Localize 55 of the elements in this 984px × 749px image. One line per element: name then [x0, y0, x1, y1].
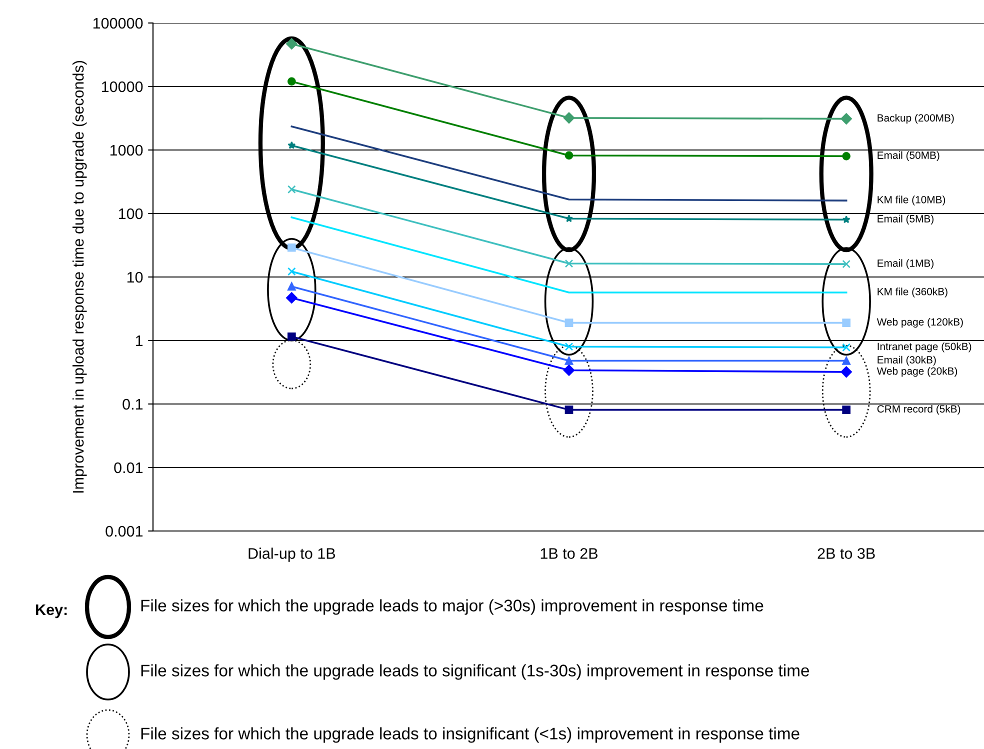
- point: [563, 364, 575, 376]
- text: KM file (10MB): [878, 196, 946, 206]
- point: [564, 406, 574, 414]
- x-tick-label: 2B to 3B: [818, 548, 875, 559]
- text: Email (30kB): [878, 356, 936, 366]
- text: Intranet page (50kB): [878, 342, 972, 352]
- text: Email (5MB): [878, 214, 934, 225]
- y-axis-title: Improvement in upload response time due to upgrade (seconds): [72, 60, 87, 493]
- point: [288, 77, 296, 86]
- point: [286, 38, 298, 50]
- point: [288, 332, 296, 341]
- y-tick-label: 0.1: [122, 398, 143, 410]
- point: [286, 292, 298, 304]
- point: [842, 343, 850, 352]
- point: [842, 406, 850, 414]
- text: KM file (360kB): [878, 288, 948, 298]
- text: Email (50MB): [878, 151, 940, 162]
- point: [840, 113, 852, 124]
- point: [564, 318, 574, 327]
- y-tick-label: 10: [127, 272, 143, 283]
- point: [842, 260, 850, 268]
- point: [564, 151, 574, 160]
- text: Backup (200MB): [878, 114, 954, 124]
- point: [564, 356, 574, 365]
- point: [288, 185, 296, 194]
- text: Web page (120kB): [876, 318, 963, 328]
- y-tick-label: 10000: [102, 81, 143, 92]
- point: [842, 356, 850, 365]
- point: [842, 215, 850, 224]
- point: [563, 112, 575, 124]
- point: [840, 366, 852, 378]
- text: File sizes for which the upgrade leads to insignificant (<1s) improvement in response time: [141, 727, 800, 743]
- point: [288, 282, 296, 291]
- text: Key:: [36, 604, 67, 618]
- x-tick-label: 1B to 2B: [540, 548, 598, 559]
- text: CRM record (5kB): [877, 404, 960, 415]
- point: [842, 318, 850, 327]
- text: Web page (20kB): [876, 367, 958, 377]
- point: [564, 259, 574, 268]
- point: [288, 141, 296, 149]
- text: File sizes for which the upgrade leads to significant (1s-30s) improvement in response time: [141, 664, 810, 680]
- text: File sizes for which the upgrade leads to major (>30s) improvement in response time: [141, 599, 764, 615]
- point: [288, 243, 296, 252]
- y-tick-label: 0.001: [106, 526, 143, 537]
- point: [565, 214, 573, 222]
- x-tick-label: Dial-up to 1B: [248, 548, 336, 562]
- y-tick-label: 1: [136, 336, 143, 346]
- y-tick-label: 1000: [110, 144, 143, 156]
- y-tick-label: 0.01: [114, 462, 143, 474]
- point: [564, 342, 574, 351]
- y-tick-label: 100: [118, 208, 143, 220]
- text: Email (1MB): [878, 259, 934, 269]
- y-tick-label: 100000: [93, 18, 143, 29]
- point: [288, 267, 296, 276]
- point: [842, 152, 850, 160]
